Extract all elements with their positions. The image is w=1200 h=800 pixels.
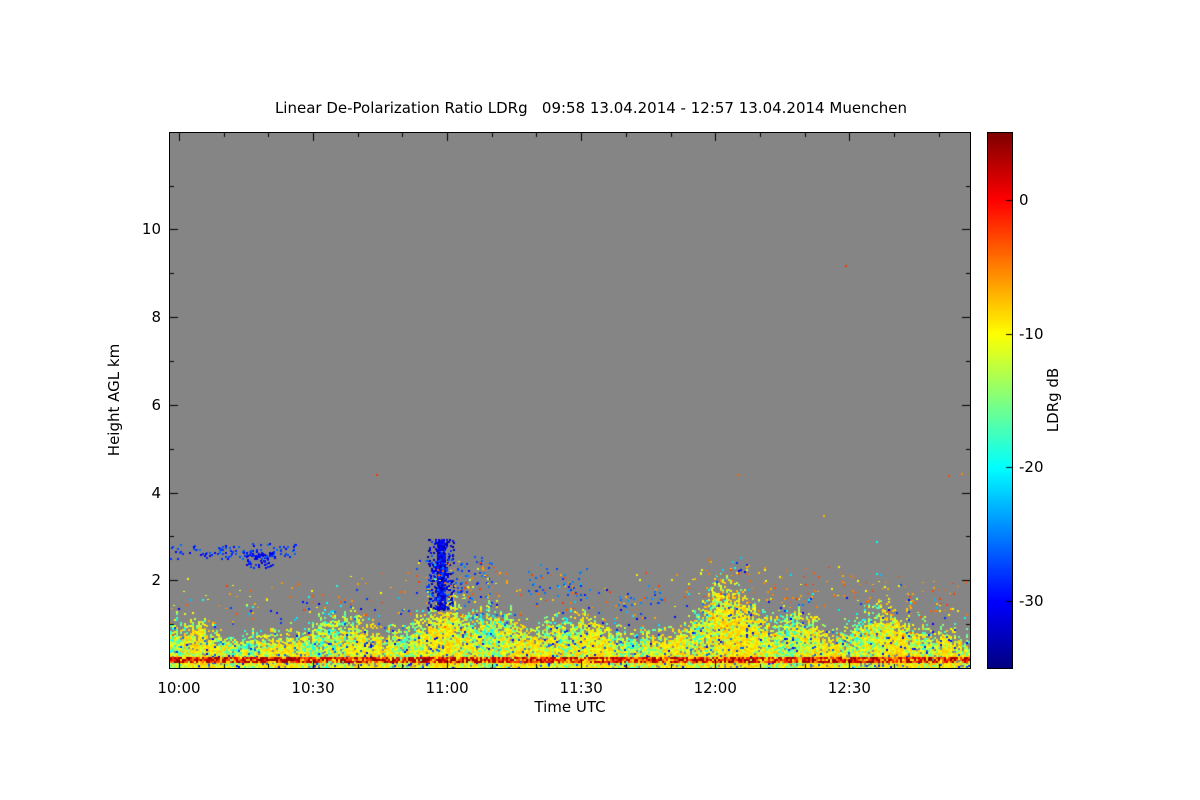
x-tick-label: 11:00 — [425, 679, 469, 697]
x-tick-label: 12:30 — [827, 679, 871, 697]
x-axis-label: Time UTC — [534, 698, 606, 716]
colorbar-tick-label: -10 — [1019, 324, 1044, 343]
x-tick-label: 10:00 — [157, 679, 201, 697]
x-tick-label: 12:00 — [693, 679, 737, 697]
chart-title: Linear De-Polarization Ratio LDRg 09:58 … — [274, 99, 908, 117]
colorbar-tick-label: 0 — [1019, 190, 1029, 209]
colorbar-canvas — [988, 133, 1012, 668]
y-tick-label: 8 — [151, 308, 161, 327]
colorbar-tick-label: -30 — [1019, 592, 1044, 611]
x-tick-label: 10:30 — [291, 679, 335, 697]
y-axis-label: Height AGL km — [105, 343, 123, 457]
y-tick-label: 10 — [141, 220, 161, 239]
y-tick-label: 4 — [151, 483, 161, 502]
heatmap-canvas — [170, 133, 970, 668]
y-tick-label: 2 — [151, 571, 161, 590]
colorbar-tick-label: -20 — [1019, 458, 1044, 477]
x-tick-label: 11:30 — [559, 679, 603, 697]
plot-area — [169, 132, 971, 669]
y-tick-label: 6 — [151, 395, 161, 414]
colorbar — [987, 132, 1013, 669]
colorbar-label: LDRg dB — [1044, 367, 1062, 433]
